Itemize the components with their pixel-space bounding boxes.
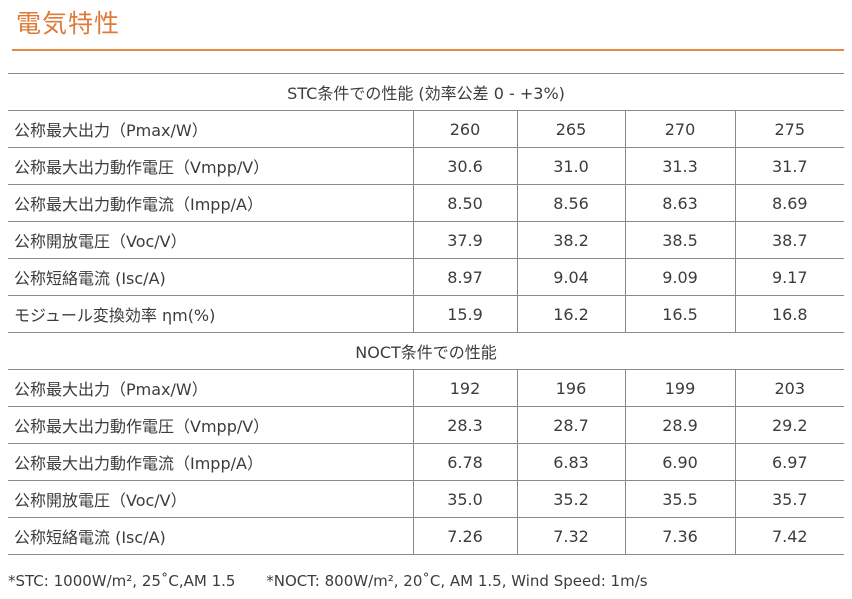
table-cell: 8.97: [412, 258, 518, 296]
row-label: 公称最大出力（Pmax/W）: [8, 110, 414, 148]
table-cell: 37.9: [412, 221, 518, 259]
table-cell: 196: [516, 369, 626, 407]
table-cell: 7.26: [412, 517, 518, 555]
table-cell: 270: [624, 110, 736, 148]
table-row: 公称最大出力（Pmax/W） 192 196 199 203: [8, 369, 845, 407]
table-cell: 8.63: [624, 184, 736, 222]
row-label: 公称最大出力動作電圧（Vmpp/V）: [8, 147, 414, 185]
row-label: 公称開放電圧（Voc/V）: [8, 221, 414, 259]
table-row: モジュール変換効率 ηm(%) 15.9 16.2 16.5 16.8: [8, 295, 845, 333]
stc-header-text: STC条件での性能 (効率公差 0 - +3%): [8, 73, 845, 111]
table-cell: 15.9: [412, 295, 518, 333]
table-cell: 30.6: [412, 147, 518, 185]
noct-header-text: NOCT条件での性能: [8, 332, 845, 370]
table-cell: 16.2: [516, 295, 626, 333]
table-cell: 199: [624, 369, 736, 407]
table-row: 公称最大出力動作電圧（Vmpp/V） 30.6 31.0 31.3 31.7: [8, 147, 845, 185]
table-cell: 28.7: [516, 406, 626, 444]
row-label: 公称最大出力（Pmax/W）: [8, 369, 414, 407]
stc-footnote: *STC: 1000W/m², 25˚C,AM 1.5: [8, 572, 236, 590]
table-cell: 16.8: [734, 295, 845, 333]
table-cell: 8.50: [412, 184, 518, 222]
row-label: 公称短絡電流 (Isc/A): [8, 258, 414, 296]
table-cell: 31.3: [624, 147, 736, 185]
row-label: 公称開放電圧（Voc/V）: [8, 480, 414, 518]
table-cell: 7.36: [624, 517, 736, 555]
table-cell: 265: [516, 110, 626, 148]
table-cell: 31.7: [734, 147, 845, 185]
table-cell: 9.04: [516, 258, 626, 296]
table-cell: 29.2: [734, 406, 845, 444]
table-cell: 31.0: [516, 147, 626, 185]
table-row: 公称最大出力動作電流（Impp/A） 8.50 8.56 8.63 8.69: [8, 184, 845, 222]
table-cell: 38.2: [516, 221, 626, 259]
table-cell: 35.7: [734, 480, 845, 518]
table-row: 公称最大出力（Pmax/W） 260 265 270 275: [8, 110, 845, 148]
row-label: 公称最大出力動作電流（Impp/A）: [8, 443, 414, 481]
stc-section-header: STC条件での性能 (効率公差 0 - +3%): [8, 73, 845, 111]
table-cell: 8.56: [516, 184, 626, 222]
table-row: 公称最大出力動作電流（Impp/A） 6.78 6.83 6.90 6.97: [8, 443, 845, 481]
table-cell: 9.17: [734, 258, 845, 296]
table-cell: 9.09: [624, 258, 736, 296]
table-cell: 38.7: [734, 221, 845, 259]
table-cell: 203: [734, 369, 845, 407]
table-row: 公称開放電圧（Voc/V） 37.9 38.2 38.5 38.7: [8, 221, 845, 259]
page-title: 電気特性: [16, 9, 121, 38]
table-cell: 8.69: [734, 184, 845, 222]
table-row: 公称短絡電流 (Isc/A) 7.26 7.32 7.36 7.42: [8, 517, 845, 555]
table-cell: 35.0: [412, 480, 518, 518]
footnotes: *STC: 1000W/m², 25˚C,AM 1.5 *NOCT: 800W/…: [8, 572, 648, 590]
row-label: モジュール変換効率 ηm(%): [8, 295, 414, 333]
electrical-spec-table: STC条件での性能 (効率公差 0 - +3%) 公称最大出力（Pmax/W） …: [8, 73, 845, 555]
table-cell: 16.5: [624, 295, 736, 333]
table-row: 公称開放電圧（Voc/V） 35.0 35.2 35.5 35.7: [8, 480, 845, 518]
table-cell: 6.90: [624, 443, 736, 481]
table-cell: 6.83: [516, 443, 626, 481]
table-cell: 35.5: [624, 480, 736, 518]
table-row: 公称短絡電流 (Isc/A) 8.97 9.04 9.09 9.17: [8, 258, 845, 296]
table-cell: 7.42: [734, 517, 845, 555]
table-cell: 38.5: [624, 221, 736, 259]
table-cell: 28.3: [412, 406, 518, 444]
table-cell: 6.78: [412, 443, 518, 481]
row-label: 公称最大出力動作電流（Impp/A）: [8, 184, 414, 222]
table-row: 公称最大出力動作電圧（Vmpp/V） 28.3 28.7 28.9 29.2: [8, 406, 845, 444]
noct-section-header: NOCT条件での性能: [8, 332, 845, 370]
row-label: 公称短絡電流 (Isc/A): [8, 517, 414, 555]
table-cell: 192: [412, 369, 518, 407]
table-cell: 28.9: [624, 406, 736, 444]
title-underline: [12, 49, 844, 51]
noct-footnote: *NOCT: 800W/m², 20˚C, AM 1.5, Wind Speed…: [266, 572, 648, 590]
table-cell: 7.32: [516, 517, 626, 555]
table-cell: 275: [734, 110, 845, 148]
table-cell: 260: [412, 110, 518, 148]
table-cell: 35.2: [516, 480, 626, 518]
row-label: 公称最大出力動作電圧（Vmpp/V）: [8, 406, 414, 444]
table-cell: 6.97: [734, 443, 845, 481]
